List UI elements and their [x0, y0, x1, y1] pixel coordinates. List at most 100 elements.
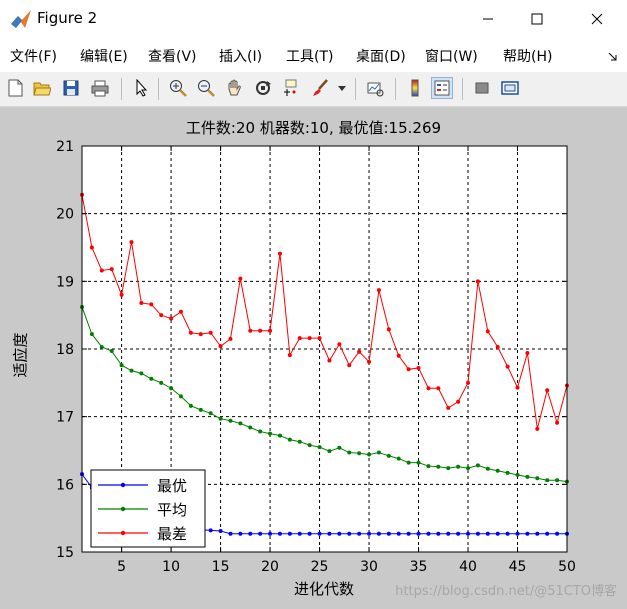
x-tick-label: 50 [558, 559, 576, 575]
data-point [347, 450, 352, 455]
data-point [159, 313, 164, 318]
x-tick-label: 20 [261, 559, 279, 575]
x-tick-label: 25 [311, 559, 329, 575]
data-point [466, 380, 471, 385]
data-point [416, 460, 421, 465]
data-point [337, 445, 342, 450]
data-point [307, 443, 312, 448]
data-point [149, 376, 154, 381]
data-point [545, 388, 550, 393]
data-point [446, 405, 451, 410]
legend-label: 最优 [157, 477, 187, 495]
show-plot-tools-icon[interactable] [499, 77, 521, 99]
data-point [238, 421, 243, 426]
y-tick-label: 15 [56, 545, 74, 561]
data-point [436, 464, 441, 469]
data-point [268, 431, 273, 436]
menu-file[interactable]: 文件(F) [10, 49, 57, 65]
data-point [446, 531, 451, 536]
data-point [466, 531, 471, 536]
data-point [456, 531, 461, 536]
data-point [475, 463, 480, 468]
brush-icon[interactable] [309, 77, 331, 99]
colorbar-icon[interactable] [404, 77, 426, 99]
data-point [525, 351, 530, 356]
data-point [357, 451, 362, 456]
data-point [287, 437, 292, 442]
data-point [317, 336, 322, 341]
maximize-icon [531, 13, 543, 25]
zoom-in-icon[interactable] [167, 77, 189, 99]
data-point [327, 531, 332, 536]
data-point [327, 449, 332, 454]
data-point [248, 425, 253, 430]
menu-edit[interactable]: 编辑(E) [80, 49, 128, 65]
data-point [466, 466, 471, 471]
data-point [198, 407, 203, 412]
data-point [456, 464, 461, 469]
data-point [396, 353, 401, 358]
data-point [188, 330, 193, 335]
data-point [545, 531, 550, 536]
menu-view[interactable]: 查看(V) [148, 49, 197, 65]
pointer-icon[interactable] [130, 77, 152, 99]
data-point [139, 300, 144, 305]
close-button[interactable] [574, 0, 620, 38]
data-point [515, 472, 520, 477]
hide-plot-tools-icon[interactable] [471, 77, 493, 99]
print-icon[interactable] [89, 77, 111, 99]
data-point [208, 411, 213, 416]
data-cursor-icon[interactable] [280, 77, 302, 99]
maximize-button[interactable] [514, 0, 560, 38]
data-point [228, 418, 233, 423]
menu-tools[interactable]: 工具(T) [286, 49, 334, 65]
pan-hand-icon[interactable] [223, 77, 245, 99]
data-point [456, 399, 461, 404]
data-point [525, 531, 530, 536]
menu-desktop[interactable]: 桌面(D) [356, 49, 406, 65]
menu-insert[interactable]: 插入(I) [219, 49, 263, 65]
dock-arrow-icon[interactable] [608, 52, 618, 62]
zoom-out-icon[interactable] [195, 77, 217, 99]
data-point [396, 456, 401, 461]
data-point [198, 332, 203, 337]
minimize-button[interactable] [465, 0, 511, 38]
legend-marker [120, 530, 126, 536]
data-point [376, 288, 381, 293]
data-point [119, 292, 124, 297]
data-point [258, 429, 263, 434]
rotate-3d-icon[interactable] [252, 77, 274, 99]
y-tick-label: 21 [56, 139, 74, 155]
data-point [208, 528, 213, 533]
legend-icon[interactable] [431, 77, 453, 99]
window-title: Figure 2 [37, 9, 98, 27]
data-point [446, 466, 451, 471]
data-point [159, 380, 164, 385]
open-folder-icon[interactable] [31, 77, 53, 99]
x-tick-label: 45 [509, 559, 527, 575]
data-point [228, 531, 233, 536]
data-point [169, 386, 174, 391]
data-point [475, 279, 480, 284]
data-point [357, 531, 362, 536]
save-icon[interactable] [60, 77, 82, 99]
data-point [386, 453, 391, 458]
data-point [238, 531, 243, 536]
x-tick-label: 40 [459, 559, 477, 575]
data-point [406, 531, 411, 536]
new-figure-icon[interactable] [4, 77, 26, 99]
data-point [89, 245, 94, 250]
brush-dropdown-icon[interactable] [338, 86, 346, 92]
data-point [248, 531, 253, 536]
data-point [119, 363, 124, 368]
minimize-icon [483, 18, 493, 20]
menu-help[interactable]: 帮助(H) [503, 49, 553, 65]
link-plot-icon[interactable] [364, 77, 386, 99]
data-point [218, 344, 223, 349]
data-point [357, 349, 362, 354]
data-point [406, 460, 411, 465]
data-point [307, 531, 312, 536]
data-point [99, 344, 104, 349]
menu-window[interactable]: 窗口(W) [425, 49, 478, 65]
